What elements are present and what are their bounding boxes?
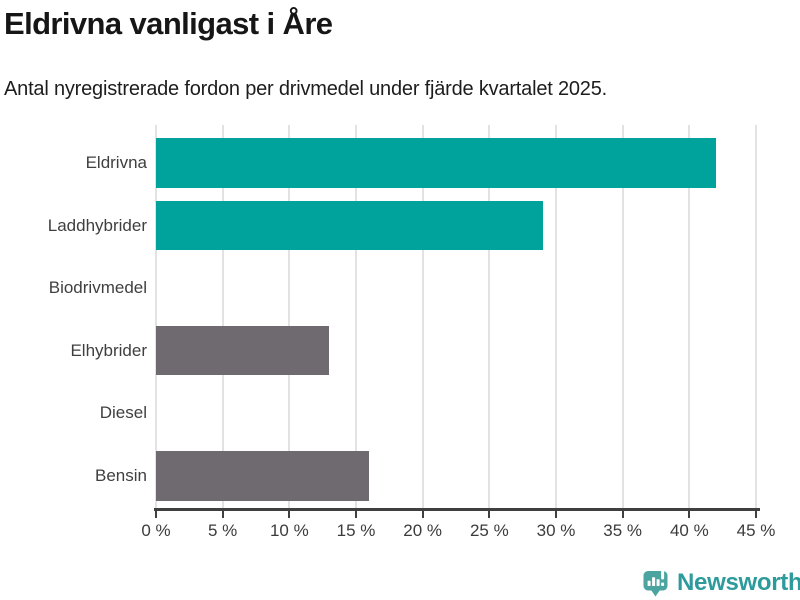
x-axis-tick-label: 10 % xyxy=(269,521,309,540)
x-axis-tick-label: 0 % xyxy=(141,521,171,540)
category-label: Diesel xyxy=(99,403,147,423)
x-axis-tick-label: 25 % xyxy=(469,521,509,540)
x-axis-tick xyxy=(355,511,357,518)
gridline xyxy=(488,125,491,508)
newsworthy-logo[interactable]: Newsworthy xyxy=(643,568,800,598)
x-axis-tick xyxy=(621,511,624,518)
x-axis-tick xyxy=(155,511,157,518)
newsworthy-wordmark: Newsworthy xyxy=(677,569,800,596)
newsworthy-bubble-chart-icon xyxy=(643,569,668,597)
gridline xyxy=(688,125,691,508)
x-axis-tick-label: 35 % xyxy=(603,521,643,540)
x-axis-tick-label: 30 % xyxy=(536,521,576,540)
bar-eldrivna xyxy=(156,138,716,188)
bar-laddhybrider xyxy=(156,200,543,251)
x-axis-tick xyxy=(288,511,291,518)
gridline xyxy=(355,125,357,508)
x-axis-tick-label: 20 % xyxy=(403,521,443,540)
gridline xyxy=(155,125,157,508)
x-axis-tick xyxy=(221,511,224,518)
bar-elhybrider xyxy=(156,325,330,376)
gridline xyxy=(421,125,424,508)
gridline xyxy=(288,125,291,508)
gridline xyxy=(555,125,557,508)
x-axis-line xyxy=(154,508,760,511)
x-axis-tick-label: 5 % xyxy=(208,521,238,540)
plot-area xyxy=(155,125,760,508)
gridline xyxy=(221,125,224,508)
gridline xyxy=(621,125,624,508)
category-label: Bensin xyxy=(95,466,147,485)
category-label: Eldrivna xyxy=(85,153,147,172)
category-label: Laddhybrider xyxy=(47,215,147,235)
x-axis-tick xyxy=(688,511,691,518)
chart-title: Eldrivna vanligast i Åre xyxy=(4,6,333,41)
x-axis-tick xyxy=(488,511,491,518)
x-axis-tick xyxy=(421,511,424,518)
category-label: Elhybrider xyxy=(70,340,147,360)
category-label: Biodrivmedel xyxy=(48,278,147,298)
chart-subtitle: Antal nyregistrerade fordon per drivmede… xyxy=(4,78,608,100)
bar-bensin xyxy=(156,451,370,501)
x-axis-tick-label: 45 % xyxy=(736,521,776,540)
x-axis-tick-label: 40 % xyxy=(669,521,709,540)
x-axis-tick-label: 15 % xyxy=(336,521,376,540)
gridline xyxy=(755,125,757,508)
x-axis-tick xyxy=(755,511,757,518)
x-axis-tick xyxy=(555,511,557,518)
